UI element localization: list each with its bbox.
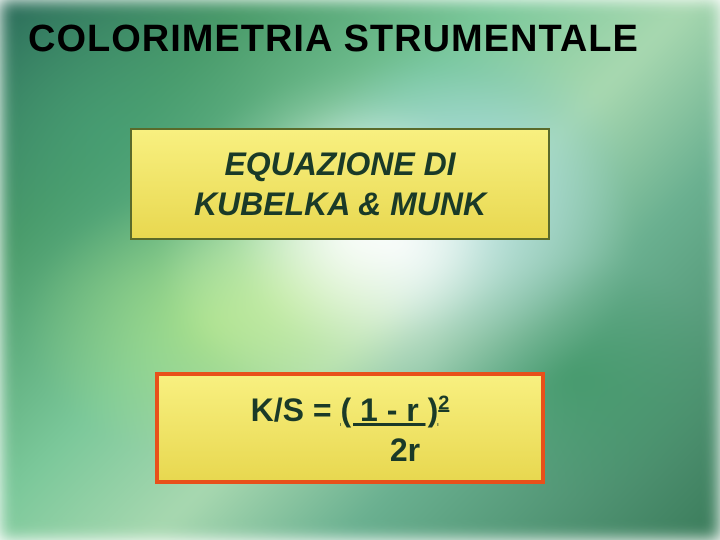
equation-name-box: EQUAZIONE DI KUBELKA & MUNK <box>130 128 550 240</box>
equation-name-line1: EQUAZIONE DI <box>224 146 455 182</box>
equation-name-text: EQUAZIONE DI KUBELKA & MUNK <box>150 144 530 224</box>
formula-numerator: ( 1 - r ) <box>340 392 438 428</box>
equation-name-line2: KUBELKA & MUNK <box>194 186 486 222</box>
formula-denominator: 2r <box>361 430 450 470</box>
slide-title: COLORIMETRIA STRUMENTALE <box>28 18 700 61</box>
formula-lhs: K/S = <box>251 392 341 428</box>
formula-box: K/S = ( 1 - r )2 2r <box>155 372 545 484</box>
formula-exponent: 2 <box>438 392 449 414</box>
slide-content: COLORIMETRIA STRUMENTALE EQUAZIONE DI KU… <box>0 0 720 540</box>
formula-text: K/S = ( 1 - r )2 2r <box>251 390 450 470</box>
